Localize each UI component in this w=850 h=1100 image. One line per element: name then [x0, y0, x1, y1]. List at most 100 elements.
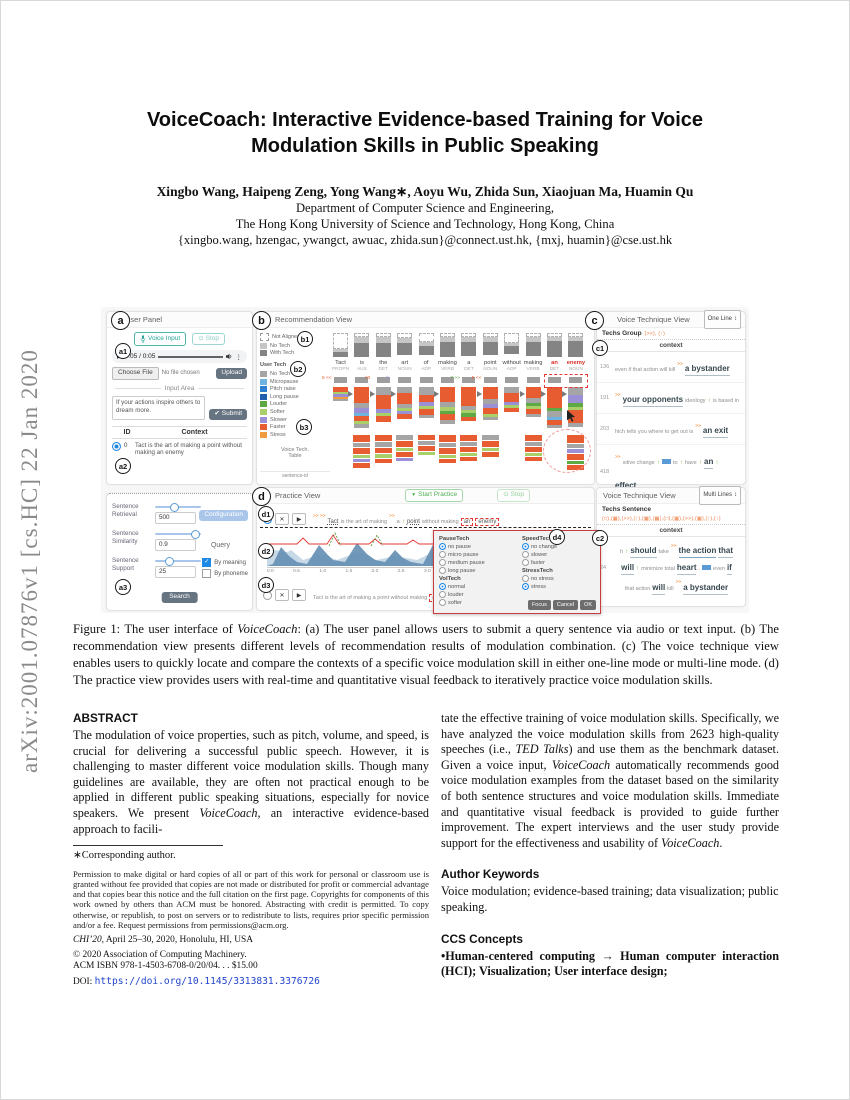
tech-stack[interactable]	[440, 387, 455, 424]
user-tech-block[interactable]	[526, 377, 540, 383]
d1-play-button[interactable]: ▶	[292, 513, 306, 525]
tech-segment	[375, 413, 391, 416]
popup-option-no-change[interactable]: no change	[522, 543, 595, 550]
popup-button-focus[interactable]: Focus	[527, 600, 551, 610]
user-tech-block[interactable]	[548, 377, 561, 383]
user-tech-block[interactable]	[569, 377, 583, 383]
popup-radio[interactable]	[439, 543, 446, 550]
context-row-136[interactable]: 136 even if that action will kill>> a byst…	[597, 352, 745, 383]
popup-option-stress[interactable]: stress	[522, 583, 595, 590]
audio-progressbar[interactable]	[158, 355, 223, 358]
sentence-tech-stack[interactable]	[460, 435, 478, 462]
user-tech-block[interactable]	[462, 377, 476, 383]
popup-option-louder[interactable]: louder	[439, 591, 512, 598]
tech-stack[interactable]	[397, 387, 413, 419]
sentence-tech-stack[interactable]	[481, 435, 499, 458]
checkbox-by-phoneme[interactable]: By phoneme	[202, 569, 248, 578]
voice-stop-button[interactable]: ⊙ Stop	[192, 332, 225, 346]
popup-option-no-stress[interactable]: no stress	[522, 575, 595, 582]
popup-option-micro-pause[interactable]: micro pause	[439, 551, 512, 558]
slider-track[interactable]	[155, 557, 201, 566]
popup-radio[interactable]	[522, 583, 529, 590]
start-practice-button[interactable]: ▼ Start Practice	[405, 489, 464, 502]
checkbox[interactable]	[202, 569, 212, 578]
popup-radio[interactable]	[522, 551, 529, 558]
slider-knob[interactable]	[191, 530, 201, 539]
slider-track[interactable]	[155, 503, 201, 512]
tech-stack[interactable]	[504, 387, 520, 412]
context-row-191[interactable]: 191 >> your opponents ideology ↑ is based in	[597, 383, 745, 414]
user-tech-block[interactable]	[483, 377, 497, 383]
line-mode-select[interactable]: One Line ↕	[703, 310, 741, 329]
popup-option-faster[interactable]: faster	[522, 559, 595, 566]
user-tech-block[interactable]	[355, 377, 369, 383]
slider-value-input[interactable]: 500	[155, 512, 196, 524]
popup-option-slower[interactable]: slower	[522, 551, 595, 558]
context-row-203[interactable]: 203 hich tells you where to get out is>> a…	[597, 414, 745, 445]
popup-radio[interactable]	[522, 543, 529, 550]
popup-radio[interactable]	[522, 575, 529, 582]
tech-stack[interactable]	[547, 387, 562, 428]
popup-option-softer[interactable]: softer	[439, 599, 512, 606]
tech-stack[interactable]	[525, 387, 541, 417]
user-tech-block[interactable]	[505, 377, 519, 383]
slider-knob[interactable]	[170, 503, 180, 512]
popup-radio[interactable]	[439, 583, 446, 590]
user-tech-block[interactable]	[376, 377, 390, 383]
volume-icon[interactable]	[225, 353, 233, 360]
tech-stack[interactable]	[375, 387, 391, 422]
popup-radio[interactable]	[439, 559, 446, 566]
sentence-tech-stack[interactable]	[396, 435, 414, 462]
sentence-tech-stack[interactable]	[524, 435, 542, 462]
sentence-tech-stack[interactable]	[353, 435, 371, 469]
tech-stack[interactable]	[461, 387, 477, 421]
submit-button[interactable]: ✔ Submit	[209, 409, 247, 420]
popup-option-medium-pause[interactable]: medium pause	[439, 559, 512, 566]
user-tech-block[interactable]	[334, 377, 347, 383]
popup-radio[interactable]	[439, 567, 446, 574]
tech-stack[interactable]	[333, 387, 348, 401]
user-tech-block[interactable]	[419, 377, 433, 383]
upload-button[interactable]: Upload	[216, 368, 247, 379]
choose-file-button[interactable]: Choose File	[112, 367, 159, 380]
audio-menu-icon[interactable]: ⋮	[235, 353, 243, 361]
audio-player[interactable]: ▶ 0:05 / 0:05 ⋮	[112, 350, 247, 363]
query-textarea[interactable]: If your actions inspire others to dream …	[112, 395, 206, 420]
tech-stack[interactable]	[482, 387, 498, 420]
popup-option-no-pause[interactable]: no pause	[439, 543, 512, 550]
sentence-tech-stack[interactable]	[374, 435, 392, 464]
popup-button-ok[interactable]: OK	[580, 600, 596, 610]
d1-delete-button[interactable]: ✕	[275, 513, 289, 525]
checkbox-by-meaning[interactable]: ✓ By meaning	[202, 558, 248, 567]
popup-option-long-pause[interactable]: long pause	[439, 567, 512, 574]
tech-stack[interactable]	[354, 387, 370, 428]
practice-stop-button[interactable]: ⊙ Stop	[497, 489, 530, 502]
doi-link[interactable]: https://doi.org/10.1145/3313831.3376726	[94, 975, 320, 987]
query-table-row[interactable]: 0 Tact is the art of making a point with…	[112, 441, 247, 456]
voice-input-button[interactable]: Voice Input	[134, 332, 187, 346]
popup-button-cancel[interactable]: Cancel	[552, 600, 579, 610]
popup-radio[interactable]	[522, 559, 529, 566]
slider-track[interactable]	[155, 530, 201, 539]
search-button[interactable]: Search	[161, 591, 198, 603]
slider-value-input[interactable]: 25	[155, 566, 196, 578]
sentence-tech-stack[interactable]	[439, 435, 456, 464]
sentence-tech-stack[interactable]	[417, 435, 435, 456]
user-tech-block[interactable]	[441, 377, 454, 383]
slider-knob[interactable]	[164, 557, 174, 566]
popup-option-normal[interactable]: normal	[439, 583, 512, 590]
context-row-24[interactable]: 24 h ↑ should take>> the action that will ↑ mini…	[597, 537, 745, 599]
slider-value-input[interactable]: 0.9	[155, 539, 196, 551]
popup-radio[interactable]	[439, 599, 446, 606]
d3-delete-button[interactable]: ✕	[275, 589, 289, 601]
configuration-button[interactable]: Configuration	[199, 510, 248, 521]
user-tech-block[interactable]	[398, 377, 412, 383]
row-radio[interactable]	[112, 441, 121, 451]
popup-radio[interactable]	[439, 551, 446, 558]
tech-stack[interactable]	[418, 387, 434, 418]
popup-radio[interactable]	[439, 591, 446, 598]
multi-line-mode-select[interactable]: Multi Lines ↕	[699, 486, 741, 505]
checkbox[interactable]: ✓	[202, 558, 212, 567]
d3-play-button[interactable]: ▶	[292, 589, 306, 601]
tech-segment	[524, 442, 542, 447]
